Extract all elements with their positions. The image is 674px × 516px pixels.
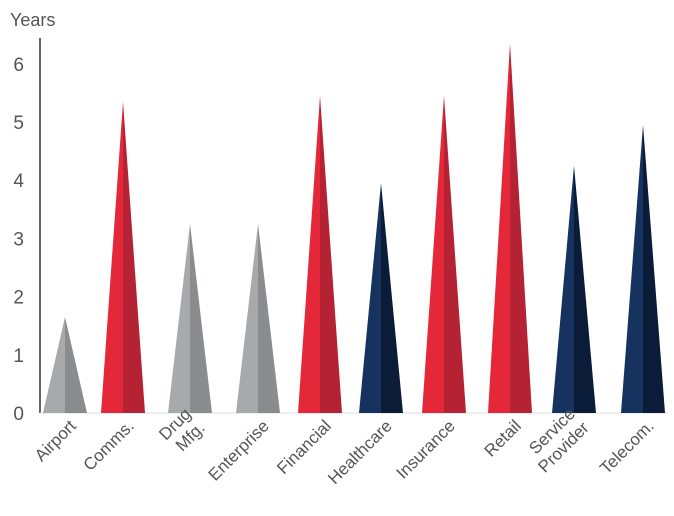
bar [359,183,403,413]
bar-right-face [510,43,532,414]
y-tick-label: 2 [13,288,24,309]
y-tick-label: 0 [13,404,24,425]
bar-right-face [381,183,403,413]
bar [101,101,145,413]
y-ticks: 0 1 2 3 4 5 6 [13,55,24,425]
bar [621,124,665,413]
bar [43,316,87,413]
bar-right-face [444,95,466,413]
x-tick-label: Retail [481,416,525,460]
x-tick-label: Financial [273,416,335,478]
bar-right-face [574,165,596,413]
y-tick-label: 1 [13,346,24,367]
x-tick-label: Airport [31,416,80,465]
bar-left-face [552,165,574,413]
bar-left-face [236,223,258,413]
bar-right-face [123,101,145,413]
bar-left-face [359,183,381,413]
bar-left-face [298,95,320,413]
bar [168,223,212,413]
x-tick-label: Telecom. [596,416,658,478]
x-tick-label: Healthcare [324,416,396,488]
bar-left-face [488,43,510,414]
bar-left-face [43,316,65,413]
x-tick-label: ServiceProvider [521,404,593,476]
bar [298,95,342,413]
bar-right-face [65,316,87,413]
y-axis-label: Years [10,10,55,30]
bar-right-face [258,223,280,413]
bar-left-face [101,101,123,413]
y-tick-label: 5 [13,113,24,134]
bar-left-face [621,124,643,413]
bar-right-face [190,223,212,413]
bar-right-face [320,95,342,413]
x-tick-label: Comms. [80,416,138,474]
x-tick-label: Insurance [393,416,459,482]
bar-left-face [168,223,190,413]
y-tick-label: 3 [13,229,24,250]
y-tick-label: 6 [13,55,24,76]
bar [488,43,532,414]
x-tick-label: Enterprise [205,416,273,484]
bar [236,223,280,413]
bar-right-face [643,124,665,413]
bar-left-face [422,95,444,413]
bars [43,43,665,414]
bar [422,95,466,413]
bar [552,165,596,413]
x-tick-labels: Airport Comms. DrugMfg.Enterprise Financial… [31,404,658,488]
y-tick-label: 4 [13,171,24,192]
